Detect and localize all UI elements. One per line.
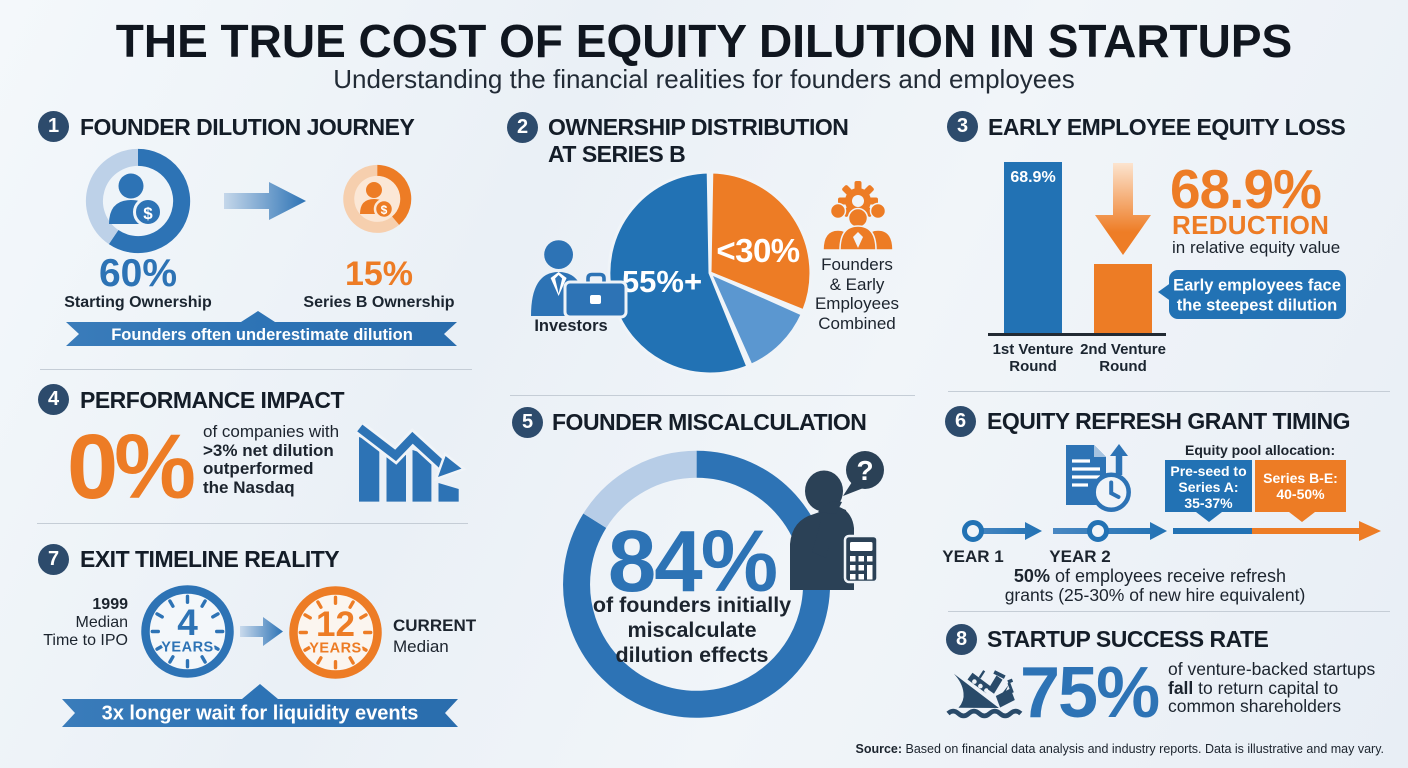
svg-text:12: 12 xyxy=(316,605,355,644)
svg-text:$: $ xyxy=(381,203,388,217)
svg-text:YEARS: YEARS xyxy=(161,640,213,656)
svg-text:3x longer wait for liquidity e: 3x longer wait for liquidity events xyxy=(102,703,419,725)
svg-text:Founders often underestimate d: Founders often underestimate dilution xyxy=(111,326,413,344)
svg-text:?: ? xyxy=(856,455,873,486)
svg-text:$: $ xyxy=(143,204,153,223)
svg-text:Early employees face: Early employees face xyxy=(1173,277,1341,295)
svg-text:the steepest dilution: the steepest dilution xyxy=(1177,297,1337,315)
svg-text:4: 4 xyxy=(177,602,198,643)
svg-text:YEARS: YEARS xyxy=(309,641,361,657)
